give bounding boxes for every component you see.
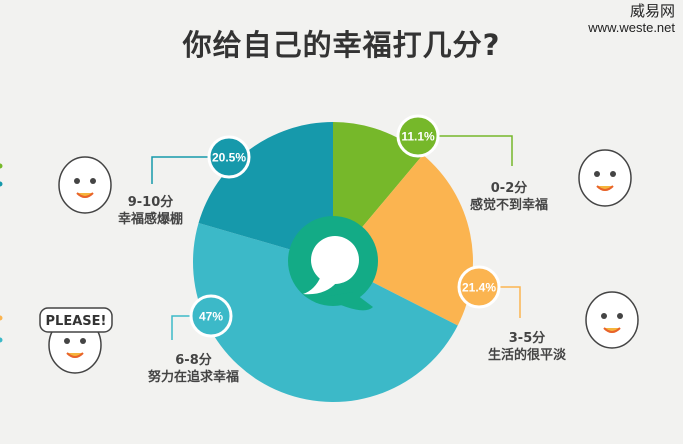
value-label: 47% — [199, 310, 223, 324]
value-badge — [396, 114, 440, 158]
value-badge — [207, 135, 251, 179]
category-label: 0-2分 — [490, 181, 528, 196]
leader-line — [438, 135, 513, 166]
leader-line — [151, 156, 209, 184]
leader-dot — [0, 315, 3, 321]
speech-bubble-icon — [288, 216, 378, 311]
leader-dot — [0, 181, 3, 187]
label-3-5: 3-5分 生活的很平淡 — [488, 330, 566, 364]
leader-line — [171, 315, 191, 340]
category-description: 生活的很平淡 — [488, 348, 567, 363]
leader-dot — [0, 163, 3, 169]
label-0-2: 0-2分 感觉不到幸福 — [470, 180, 548, 214]
value-badge — [189, 294, 233, 338]
value-label: 11.1% — [401, 130, 435, 144]
category-label: 3-5分 — [508, 331, 546, 346]
label-6-8: 6-8分 努力在追求幸福 — [148, 352, 239, 386]
cartoon-illustration — [58, 156, 112, 214]
cartoon-illustration — [578, 149, 632, 207]
value-badge — [457, 265, 501, 309]
category-description: 感觉不到幸福 — [470, 198, 549, 213]
value-label: 21.4% — [462, 281, 496, 295]
category-description: 幸福感爆棚 — [118, 212, 184, 227]
chart-title: 你给自己的幸福打几分? — [182, 28, 501, 62]
please-sign: PLEASE! — [39, 307, 113, 333]
pie-slice-2 — [192, 222, 458, 402]
label-9-10: 9-10分 幸福感爆棚 — [118, 194, 183, 228]
category-label: 9-10分 — [127, 195, 174, 210]
pie-slice-1 — [333, 154, 473, 326]
pie-slice-3 — [198, 121, 333, 262]
watermark: 威易网 www.weste.net — [588, 4, 675, 36]
watermark-url: www.weste.net — [588, 20, 675, 35]
category-label: 6-8分 — [175, 353, 212, 368]
leader-line — [499, 286, 521, 318]
leader-dot — [0, 337, 3, 343]
svg-text:PLEASE!: PLEASE! — [46, 314, 107, 329]
category-description: 努力在追求幸福 — [148, 370, 240, 385]
value-label: 20.5% — [212, 151, 246, 165]
watermark-name: 威易网 — [629, 3, 675, 20]
cartoon-illustration — [585, 291, 639, 349]
